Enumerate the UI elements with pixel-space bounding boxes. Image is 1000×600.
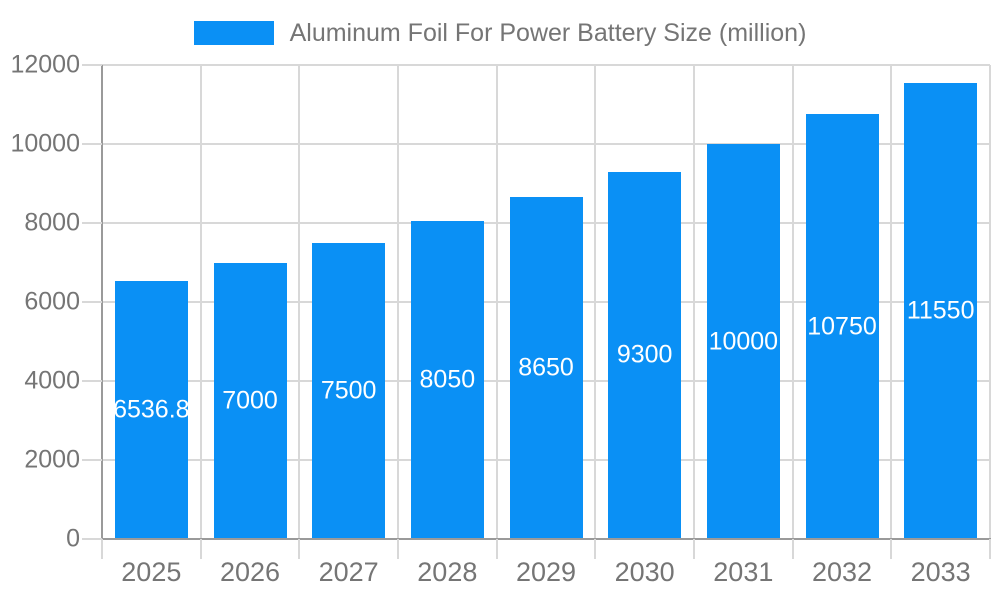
legend[interactable]: Aluminum Foil For Power Battery Size (mi… xyxy=(0,18,1000,48)
y-gridline xyxy=(102,64,990,66)
y-axis-tick xyxy=(82,222,102,224)
x-gridline xyxy=(890,65,893,539)
y-axis-tick xyxy=(82,64,102,66)
x-gridline xyxy=(594,65,597,539)
legend-label: Aluminum Foil For Power Battery Size (mi… xyxy=(289,19,807,47)
bar[interactable] xyxy=(509,197,583,539)
bar[interactable] xyxy=(706,144,780,539)
x-tick-label: 2032 xyxy=(811,557,873,587)
x-tick-label: 2033 xyxy=(910,557,971,587)
x-axis-tick xyxy=(594,539,597,559)
bar-value-label: 7000 xyxy=(222,386,278,415)
y-axis-tick xyxy=(82,143,102,145)
bar[interactable] xyxy=(608,171,682,539)
bar-value-label: 10750 xyxy=(807,312,877,341)
y-tick-label: 2000 xyxy=(24,445,80,474)
y-tick-label: 8000 xyxy=(24,208,80,237)
legend-swatch xyxy=(193,21,274,45)
x-tick-label: 2029 xyxy=(515,557,577,587)
x-gridline xyxy=(693,65,695,539)
x-axis-tick xyxy=(495,539,498,559)
x-gridline xyxy=(989,65,991,539)
bar[interactable] xyxy=(410,221,484,539)
bar-value-label: 10000 xyxy=(708,327,779,355)
x-tick-label: 2028 xyxy=(417,557,478,587)
x-tick-label: 2025 xyxy=(121,557,182,587)
bar[interactable] xyxy=(312,242,386,539)
x-gridline xyxy=(791,65,794,539)
x-gridline xyxy=(397,65,399,539)
x-tick-label: 2026 xyxy=(219,557,281,587)
x-axis-tick xyxy=(101,539,103,559)
bar-value-label: 11550 xyxy=(906,296,975,325)
y-gridline xyxy=(102,143,990,145)
y-tick-label: 10000 xyxy=(10,129,80,158)
y-axis-tick xyxy=(82,301,102,303)
y-axis-tick xyxy=(82,459,102,461)
x-axis-tick xyxy=(397,539,399,559)
x-gridline xyxy=(495,65,498,539)
x-axis-tick xyxy=(298,539,301,559)
x-axis-tick xyxy=(989,539,991,559)
bar[interactable] xyxy=(213,262,287,539)
x-tick-label: 2030 xyxy=(614,557,675,587)
bar-value-label: 8650 xyxy=(518,353,574,382)
x-axis-tick xyxy=(890,539,893,559)
x-axis-tick xyxy=(791,539,794,559)
y-axis-line xyxy=(101,65,103,540)
y-axis-tick xyxy=(82,380,102,382)
x-axis-tick xyxy=(199,539,202,559)
plot-area xyxy=(102,64,991,539)
y-tick-label: 12000 xyxy=(10,50,80,79)
x-gridline xyxy=(298,65,301,539)
bar[interactable] xyxy=(114,280,188,539)
y-axis-tick xyxy=(82,538,102,540)
bar-value-label: 7500 xyxy=(320,376,377,405)
x-axis-tick xyxy=(693,539,695,559)
bar[interactable] xyxy=(805,114,879,539)
x-gridline xyxy=(199,65,202,539)
bar-value-label: 8050 xyxy=(419,365,476,394)
x-axis-line xyxy=(101,538,991,540)
bar-value-label: 9300 xyxy=(616,340,673,369)
bar[interactable] xyxy=(904,82,978,539)
x-tick-label: 2027 xyxy=(318,557,379,587)
y-tick-label: 4000 xyxy=(24,366,80,395)
x-tick-label: 2031 xyxy=(713,557,774,587)
bar-value-label: 6536.8 xyxy=(113,395,190,424)
y-tick-label: 6000 xyxy=(24,287,80,316)
y-tick-label: 0 xyxy=(66,524,80,553)
